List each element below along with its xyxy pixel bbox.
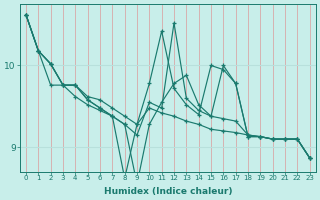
X-axis label: Humidex (Indice chaleur): Humidex (Indice chaleur) (104, 187, 232, 196)
